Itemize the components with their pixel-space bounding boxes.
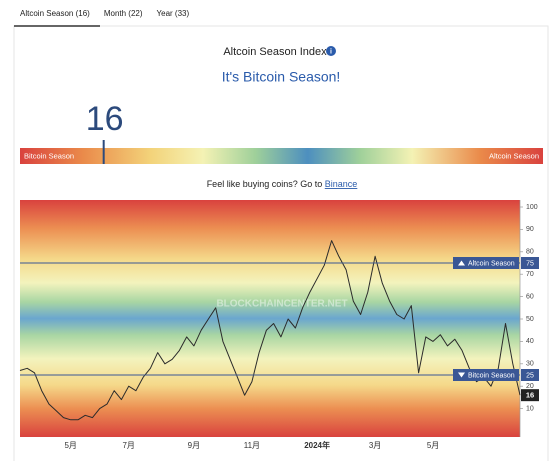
subtitle: It's Bitcoin Season! <box>222 69 341 85</box>
y-tick-label: 30 <box>526 361 534 368</box>
promo: Feel like buying coins? Go to Binance <box>207 179 358 189</box>
gauge: Bitcoin Season Altcoin Season 16 <box>20 100 543 164</box>
y-tick-label: 10 <box>526 405 534 412</box>
chart: BLOCKCHAINCENTER.NET 10 20 30 40 50 60 70 80 90 10… <box>19 200 539 450</box>
reference-label-box <box>453 257 519 269</box>
reference-arrow <box>458 372 465 378</box>
y-tick-label: 100 <box>526 204 538 211</box>
y-tick-label: 40 <box>526 338 534 345</box>
y-tick-label: 60 <box>526 293 534 300</box>
y-tick-label: 50 <box>526 316 534 323</box>
y-tick-label: 90 <box>526 226 534 233</box>
x-tick-label: 5月 <box>64 441 76 450</box>
x-tick-label: 7月 <box>122 441 134 450</box>
promo-text: Feel like buying coins? Go to <box>207 179 323 189</box>
gauge-value: 16 <box>86 100 124 138</box>
tab[interactable]: Month (22) <box>104 9 143 18</box>
tab[interactable]: Altcoin Season (16) <box>20 9 90 18</box>
x-tick-label: 5月 <box>427 441 439 450</box>
y-tick-label: 80 <box>526 249 534 256</box>
series-line <box>19 240 521 421</box>
plot-background <box>20 200 520 437</box>
svg-text:i: i <box>330 48 332 55</box>
gauge-right-label: Altcoin Season <box>489 151 539 160</box>
promo-link[interactable]: Binance <box>325 179 358 189</box>
reference-value-box <box>521 257 539 269</box>
title: Altcoin Season Index <box>223 46 327 58</box>
watermark: BLOCKCHAINCENTER.NET <box>216 299 347 310</box>
reference-value-box <box>521 369 539 381</box>
current-value-label: 16 <box>526 391 534 400</box>
current-value-box <box>521 389 539 402</box>
x-tick-label: 9月 <box>188 441 200 450</box>
x-tick-label: 11月 <box>244 441 260 450</box>
reference-value: 75 <box>526 260 534 267</box>
reference-label-box <box>453 369 519 381</box>
reference-label: Altcoin Season <box>468 260 515 267</box>
tabs: Altcoin Season (16) Month (22) Year (33) <box>20 9 189 18</box>
info-icon[interactable]: i <box>326 46 336 56</box>
reference-arrow <box>458 260 465 266</box>
tab[interactable]: Year (33) <box>157 9 190 18</box>
reference-label: Bitcoin Season <box>468 372 515 379</box>
gauge-left-label: Bitcoin Season <box>24 151 74 160</box>
gauge-bar <box>20 148 543 164</box>
x-tick-label: 3月 <box>369 441 381 450</box>
x-tick-label: 2024年 <box>304 440 330 450</box>
y-tick-label: 20 <box>526 383 534 390</box>
y-tick-label: 70 <box>526 271 534 278</box>
reference-value: 25 <box>526 372 534 379</box>
